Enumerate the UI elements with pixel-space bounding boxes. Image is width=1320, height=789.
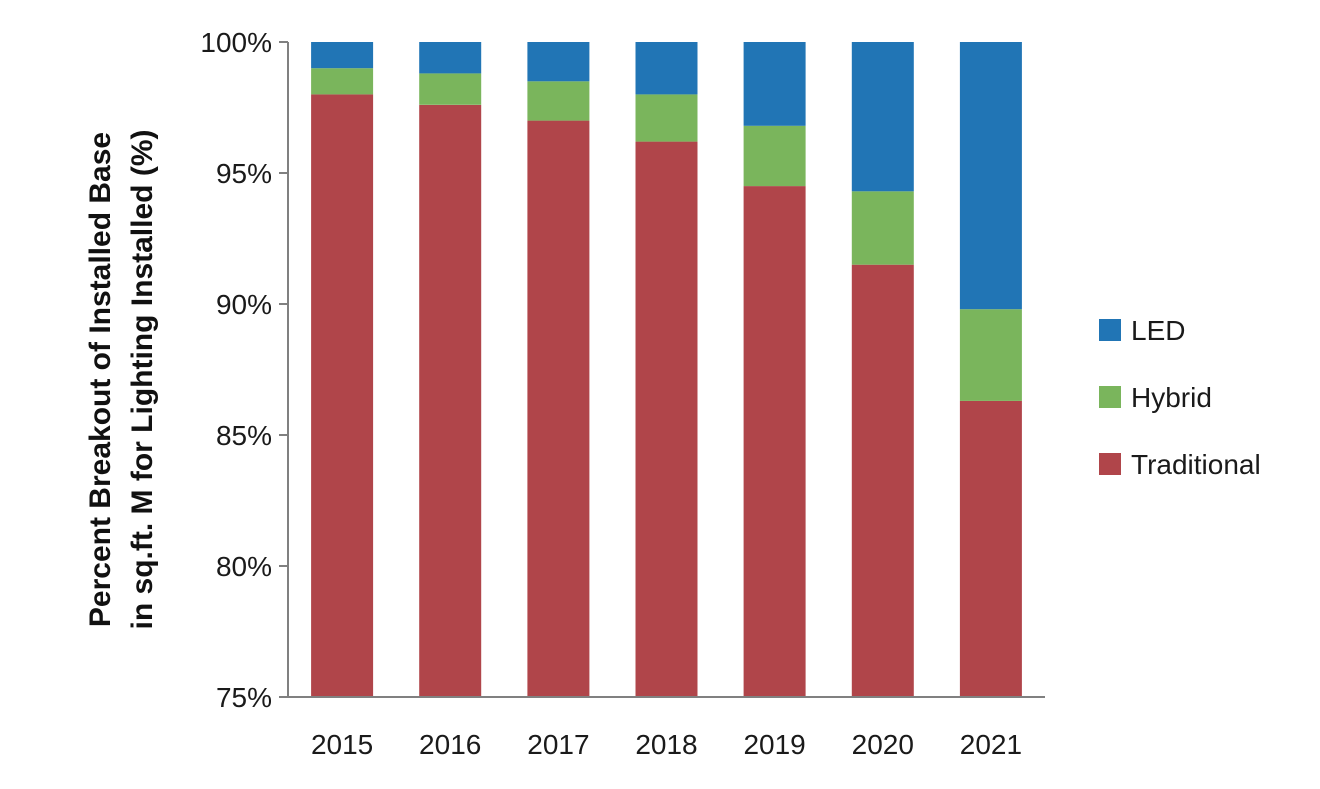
- bar-traditional-2016: [419, 104, 482, 697]
- y-axis-label-line-2: in sq.ft. M for Lighting Installed (%): [126, 130, 159, 630]
- bar-traditional-2015: [311, 94, 374, 697]
- bar-led-2021: [959, 42, 1022, 310]
- bar-hybrid-2017: [527, 81, 590, 121]
- bar-led-2016: [419, 42, 482, 74]
- bar-led-2017: [527, 42, 590, 82]
- y-tick-label-90: 90%: [216, 289, 272, 320]
- legend-label-led: LED: [1131, 315, 1185, 346]
- y-axis-label-line-1: Percent Breakout of Installed Base: [84, 132, 117, 627]
- bar-hybrid-2020: [851, 191, 914, 265]
- bar-traditional-2017: [527, 120, 590, 698]
- bar-led-2018: [635, 42, 698, 95]
- y-tick-label-75: 75%: [216, 682, 272, 713]
- bar-led-2020: [851, 42, 914, 192]
- legend-label-traditional: Traditional: [1131, 449, 1261, 480]
- bar-hybrid-2021: [959, 309, 1022, 401]
- legend-swatch-traditional: [1099, 453, 1121, 475]
- bar-traditional-2018: [635, 141, 698, 698]
- x-tick-label-2020: 2020: [852, 729, 914, 760]
- bar-led-2015: [311, 42, 374, 69]
- bar-hybrid-2016: [419, 73, 482, 105]
- x-tick-label-2019: 2019: [743, 729, 805, 760]
- y-tick-label-95: 95%: [216, 158, 272, 189]
- bar-led-2019: [743, 42, 806, 126]
- x-tick-label-2017: 2017: [527, 729, 589, 760]
- x-tick-label-2018: 2018: [635, 729, 697, 760]
- y-tick-label-100: 100%: [200, 27, 272, 58]
- y-tick-label-80: 80%: [216, 551, 272, 582]
- bar-hybrid-2018: [635, 94, 698, 142]
- bar-traditional-2021: [959, 400, 1022, 697]
- bar-hybrid-2019: [743, 125, 806, 187]
- legend-swatch-led: [1099, 319, 1121, 341]
- x-tick-label-2016: 2016: [419, 729, 481, 760]
- y-tick-label-85: 85%: [216, 420, 272, 451]
- legend-swatch-hybrid: [1099, 386, 1121, 408]
- bar-traditional-2020: [851, 264, 914, 697]
- x-tick-label-2021: 2021: [960, 729, 1022, 760]
- bar-traditional-2019: [743, 186, 806, 697]
- x-tick-label-2015: 2015: [311, 729, 373, 760]
- legend-label-hybrid: Hybrid: [1131, 382, 1212, 413]
- bar-hybrid-2015: [311, 68, 374, 95]
